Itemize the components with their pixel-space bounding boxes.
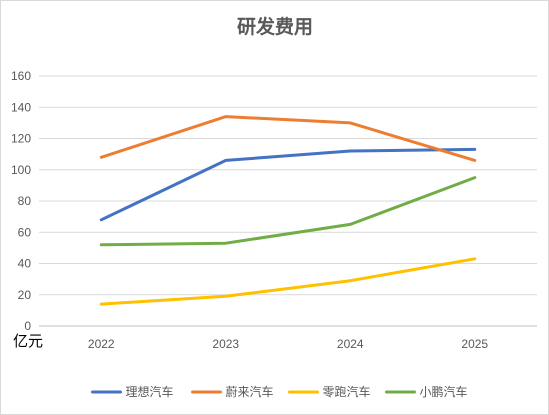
series-line-蔚来汽车 (99, 115, 477, 162)
series-line-小鹏汽车 (99, 176, 477, 247)
series-line-理想汽车 (99, 147, 477, 222)
y-tick-label: 40 (18, 257, 32, 271)
y-axis-unit-label: 亿元 (13, 332, 43, 350)
x-tick-label: 2023 (212, 337, 239, 351)
series-lines (99, 115, 477, 306)
legend-item: 蔚来汽车 (191, 384, 274, 399)
legend-item: 小鹏汽车 (385, 384, 468, 399)
y-axis-ticks: 0 20 40 60 80 100 120 140 160 (11, 69, 31, 333)
x-tick-label: 2025 (461, 337, 488, 351)
series-line-零跑汽车 (99, 257, 477, 306)
y-tick-label: 60 (18, 225, 32, 239)
legend-label: 蔚来汽车 (226, 384, 274, 399)
chart-title: 研发费用 (237, 15, 313, 38)
y-tick-label: 120 (11, 132, 31, 146)
y-tick-label: 160 (11, 69, 31, 83)
y-tick-label: 0 (24, 319, 31, 333)
gridlines (39, 75, 537, 327)
legend-item: 零跑汽车 (288, 384, 371, 399)
legend-label: 理想汽车 (126, 384, 174, 399)
y-tick-label: 20 (18, 288, 32, 302)
legend-label: 小鹏汽车 (420, 384, 468, 399)
y-tick-label: 80 (18, 194, 32, 208)
legend-label: 零跑汽车 (323, 384, 371, 399)
x-axis-ticks: 2022 2023 2024 2025 (88, 337, 489, 351)
legend: 理想汽车 蔚来汽车 零跑汽车 小鹏汽车 (91, 384, 468, 399)
x-tick-label: 2024 (337, 337, 364, 351)
y-tick-label: 140 (11, 100, 31, 114)
legend-item: 理想汽车 (91, 384, 174, 399)
x-tick-label: 2022 (88, 337, 115, 351)
y-tick-label: 100 (11, 163, 31, 177)
